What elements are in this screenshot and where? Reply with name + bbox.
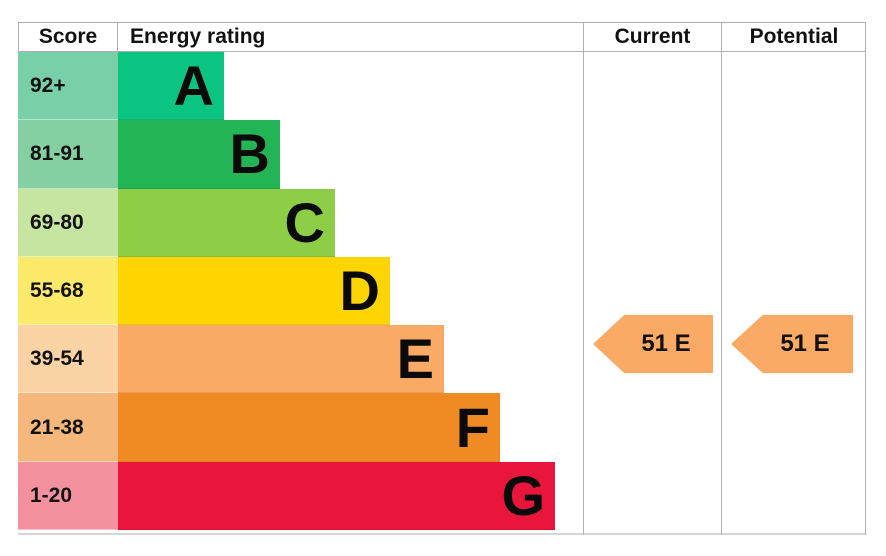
score-range: 81-91 [18,120,118,189]
table-header: Score Energy rating Current Potential [18,22,866,52]
rating-bar: A [118,52,224,121]
potential-column-header: Potential [749,25,839,48]
rating-bar: D [118,256,390,326]
score-range: 1-20 [18,461,118,530]
band-row: 81-91 B [18,120,866,189]
band-row: 21-38 F [18,393,866,462]
band-row: 39-54 E [18,325,866,394]
current-column-header: Current [614,25,691,48]
rating-letter: B [229,122,270,186]
rating-letter: C [284,190,325,254]
potential-rating-value: 51 E [780,330,830,357]
rating-bar: G [118,461,555,530]
rating-bar: F [118,393,500,462]
epc-table: Score Energy rating Current Potential 92… [18,22,866,535]
rating-letter: D [339,258,380,322]
band-row: 92+ A [18,52,866,121]
score-range: 55-68 [18,256,118,326]
energy-rating-column-header: Energy rating [130,25,266,48]
rating-bar: E [118,325,444,394]
rating-bands: 92+ A 81-91 B 69-80 C 55-68 D 39-54 E 21… [18,52,866,530]
rating-bar: B [118,120,280,189]
rating-bar: C [118,188,335,257]
score-column-header: Score [18,23,118,51]
rating-letter: E [396,327,434,391]
rating-letter: A [173,54,214,118]
band-row: 69-80 C [18,188,866,257]
score-range: 69-80 [18,188,118,257]
score-range: 92+ [18,52,118,121]
rating-letter: F [455,395,490,459]
current-rating-value: 51 E [641,330,691,357]
score-range: 21-38 [18,393,118,462]
band-row: 1-20 G [18,461,866,530]
score-range: 39-54 [18,325,118,394]
rating-letter: G [501,463,545,527]
band-row: 55-68 D [18,256,866,326]
